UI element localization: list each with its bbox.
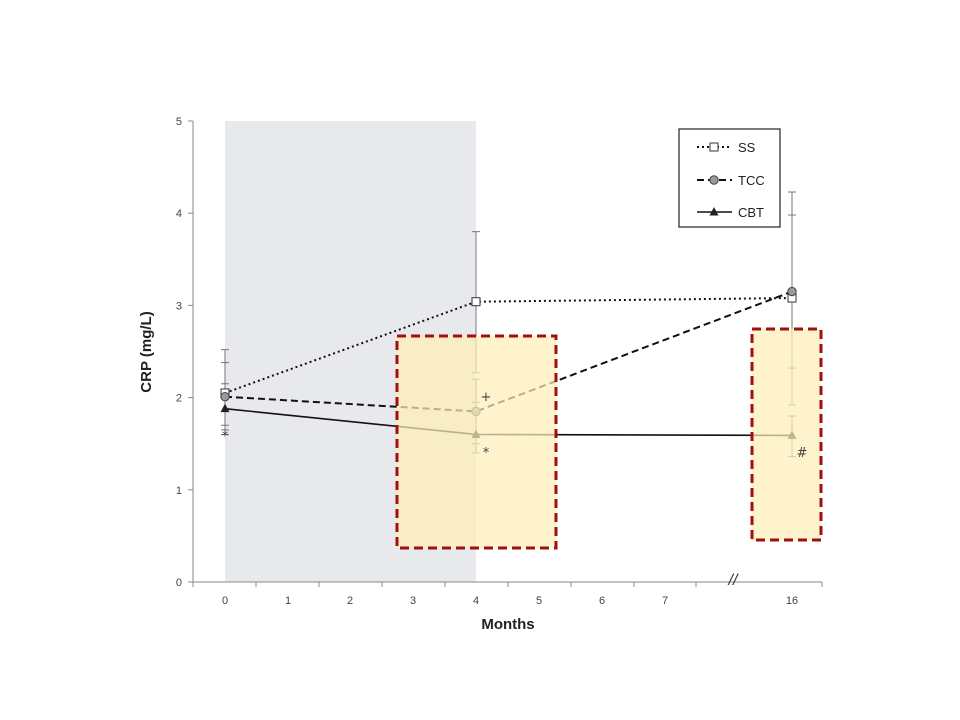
annotation-mark: *: [222, 429, 229, 444]
data-point-tcc: [787, 286, 797, 297]
legend: SS TCC CBT: [678, 128, 781, 228]
legend-box: [678, 128, 781, 228]
legend-marker-cbt: [709, 207, 719, 216]
x-tick-label: 16: [786, 595, 798, 607]
annotation-mark: #: [797, 446, 808, 461]
legend-label-cbt: CBT: [738, 205, 764, 220]
data-point-tcc: [220, 391, 230, 402]
x-tick-label: 0: [222, 595, 228, 607]
highlight-boxes: [395, 327, 823, 550]
legend-marker-tcc: [709, 175, 719, 185]
x-tick-label: 1: [285, 595, 291, 607]
y-tick-label: 5: [176, 116, 182, 128]
y-axis-title: CRP (mg/L): [138, 311, 155, 392]
axes: //: [188, 120, 823, 589]
x-tick-label: 4: [473, 595, 479, 607]
data-point-ss: [471, 297, 481, 307]
annotation-mark: *: [483, 446, 490, 461]
legend-entries: SS TCC CBT: [697, 140, 765, 220]
x-tick-label: 6: [599, 595, 605, 607]
highlight-box-month-4: [395, 334, 558, 550]
y-tick-label: 0: [176, 577, 182, 589]
y-tick-label: 2: [176, 393, 182, 405]
annotations: * + * #: [222, 390, 808, 461]
highlight-box-month-16: [750, 327, 823, 542]
legend-label-tcc: TCC: [738, 173, 765, 188]
x-tick-label: 3: [410, 595, 416, 607]
x-axis-title: Months: [481, 616, 534, 633]
x-tick-label: 5: [536, 595, 542, 607]
x-tick-label: 7: [662, 595, 668, 607]
series-line-tcc: [224, 290, 793, 413]
legend-marker-ss: [709, 142, 719, 152]
legend-label-ss: SS: [738, 140, 756, 155]
x-tick-label: 2: [347, 595, 353, 607]
y-tick-label: 1: [176, 485, 182, 497]
tick-labels: 0 1 2 3 4 5 0 1 2 3 4 5 6 7 16: [176, 116, 798, 607]
annotation-mark: +: [481, 390, 492, 405]
y-tick-label: 3: [176, 300, 182, 312]
y-tick-label: 4: [176, 208, 182, 220]
data-point-cbt: [220, 403, 230, 413]
axis-break-marker: //: [728, 572, 739, 589]
